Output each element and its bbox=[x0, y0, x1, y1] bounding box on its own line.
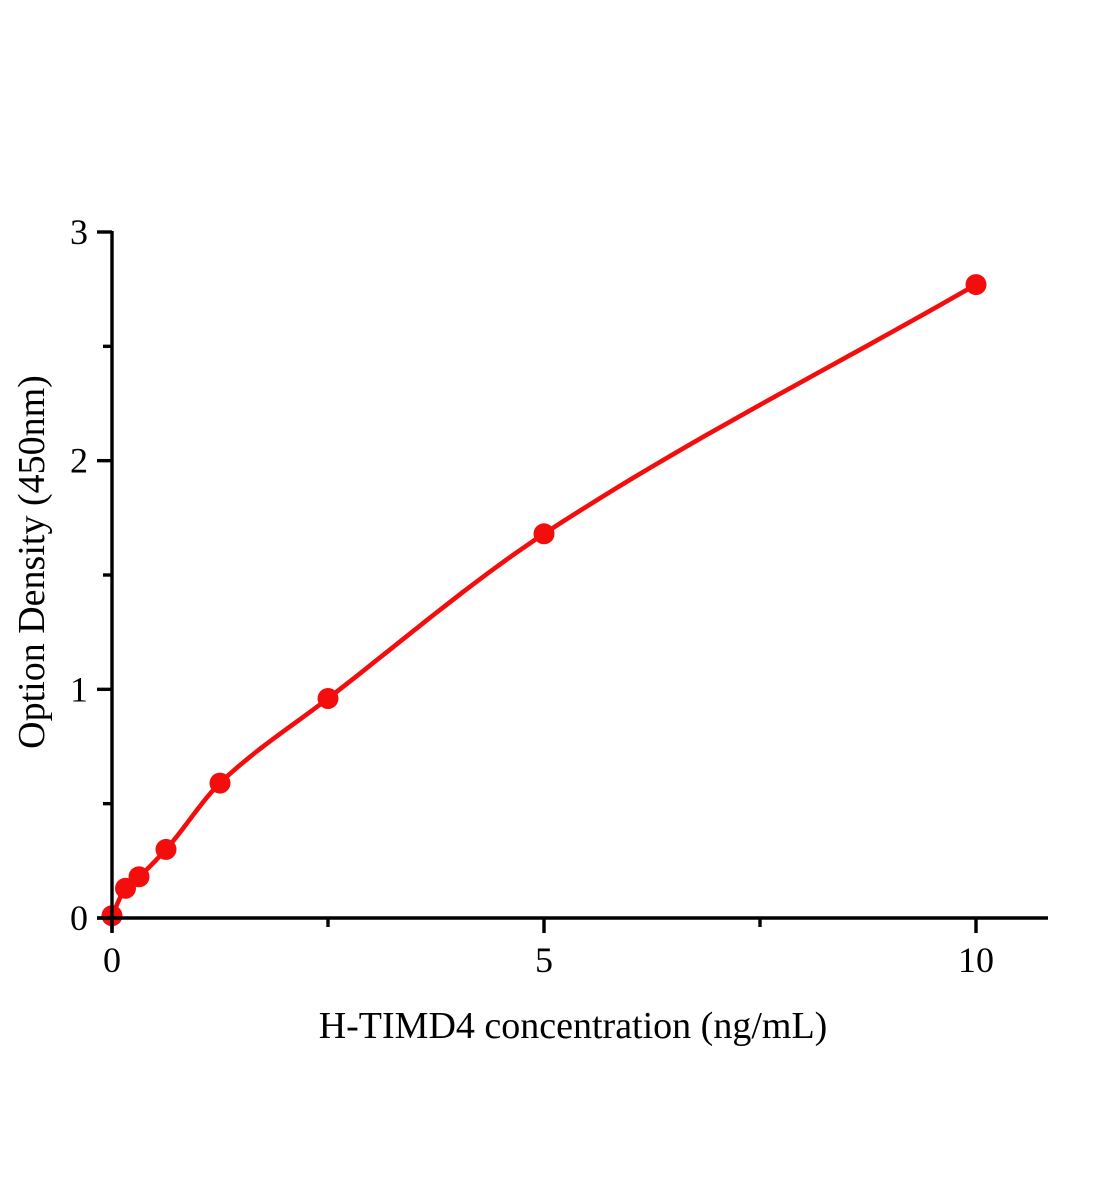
data-point bbox=[155, 838, 177, 860]
tick-label-layer: 0 5 10 0 1 2 3 bbox=[70, 212, 994, 980]
x-tick-label: 5 bbox=[535, 940, 553, 980]
x-tick-label: 10 bbox=[958, 940, 994, 980]
fit-curve bbox=[109, 282, 979, 918]
x-tick-label: 0 bbox=[103, 940, 121, 980]
y-axis-title: Option Density (450nm) bbox=[11, 375, 53, 749]
data-point bbox=[965, 274, 987, 296]
y-tick-label: 1 bbox=[70, 669, 88, 709]
y-tick-label: 2 bbox=[70, 441, 88, 481]
data-point bbox=[128, 866, 150, 888]
data-point bbox=[317, 688, 339, 709]
y-tick-label: 3 bbox=[70, 212, 88, 252]
axis-layer bbox=[97, 230, 1048, 933]
curve-layer bbox=[101, 274, 987, 927]
data-point bbox=[209, 772, 231, 794]
y-tick-label: 0 bbox=[70, 898, 88, 938]
data-point bbox=[533, 523, 555, 545]
x-axis-title: H-TIMD4 concentration (ng/mL) bbox=[319, 1005, 828, 1047]
